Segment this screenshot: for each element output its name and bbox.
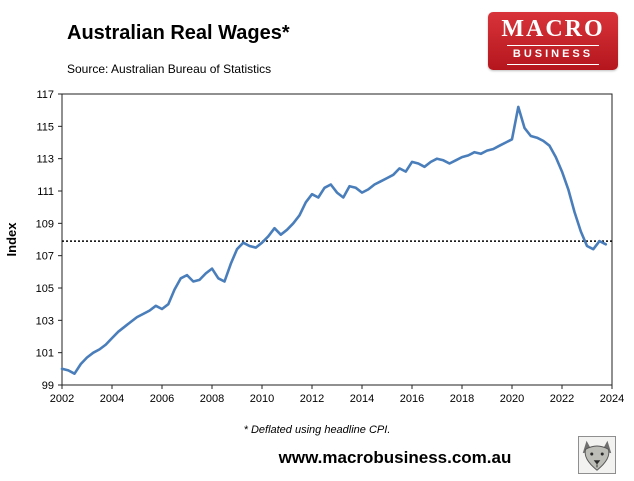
- wolf-face: [584, 445, 610, 471]
- y-tick-label: 111: [37, 186, 54, 198]
- y-tick-label: 99: [42, 380, 54, 392]
- x-tick-label: 2004: [100, 393, 124, 405]
- logo-text-macro: MACRO: [501, 16, 605, 43]
- wolf-logo: [578, 436, 616, 474]
- wolf-eye-right: [600, 452, 604, 456]
- y-tick-label: 103: [36, 315, 54, 327]
- x-tick-label: 2014: [350, 393, 374, 405]
- logo-text-business: BUSINESS: [506, 45, 600, 65]
- y-tick-label: 113: [36, 154, 54, 166]
- x-tick-label: 2002: [50, 393, 74, 405]
- x-tick-label: 2008: [200, 393, 224, 405]
- wolf-eye-left: [590, 452, 594, 456]
- x-tick-label: 2024: [600, 393, 624, 405]
- x-tick-label: 2006: [150, 393, 174, 405]
- y-tick-label: 117: [36, 89, 54, 101]
- y-tick-label: 105: [36, 283, 54, 295]
- chart-footnote: * Deflated using headline CPI.: [243, 424, 391, 436]
- y-tick-label: 115: [36, 121, 54, 133]
- plot-border: [61, 93, 613, 386]
- chart: 99 101 103 105 107 109 111 113 115 117 2002 2004 200…: [4, 89, 624, 405]
- x-tick-label: 2012: [300, 393, 324, 405]
- y-tick-label: 101: [36, 348, 54, 360]
- x-tick-label: 2020: [500, 393, 524, 405]
- wolf-nose: [593, 460, 601, 465]
- real-wages-line: [60, 105, 608, 376]
- x-tick-label: 2022: [550, 393, 574, 405]
- source-label: Source: Australian Bureau of Statistics: [67, 62, 272, 76]
- y-axis-label: Index: [4, 222, 19, 257]
- chart-title: Australian Real Wages*: [67, 22, 290, 44]
- x-tick-label: 2010: [250, 393, 274, 405]
- x-tick-label: 2016: [400, 393, 424, 405]
- macrobusiness-logo: MACRO BUSINESS: [488, 12, 618, 70]
- y-tick-label: 107: [36, 251, 54, 263]
- x-tick-label: 2018: [450, 393, 474, 405]
- website-url: www.macrobusiness.com.au: [278, 448, 512, 467]
- y-tick-label: 109: [36, 218, 54, 230]
